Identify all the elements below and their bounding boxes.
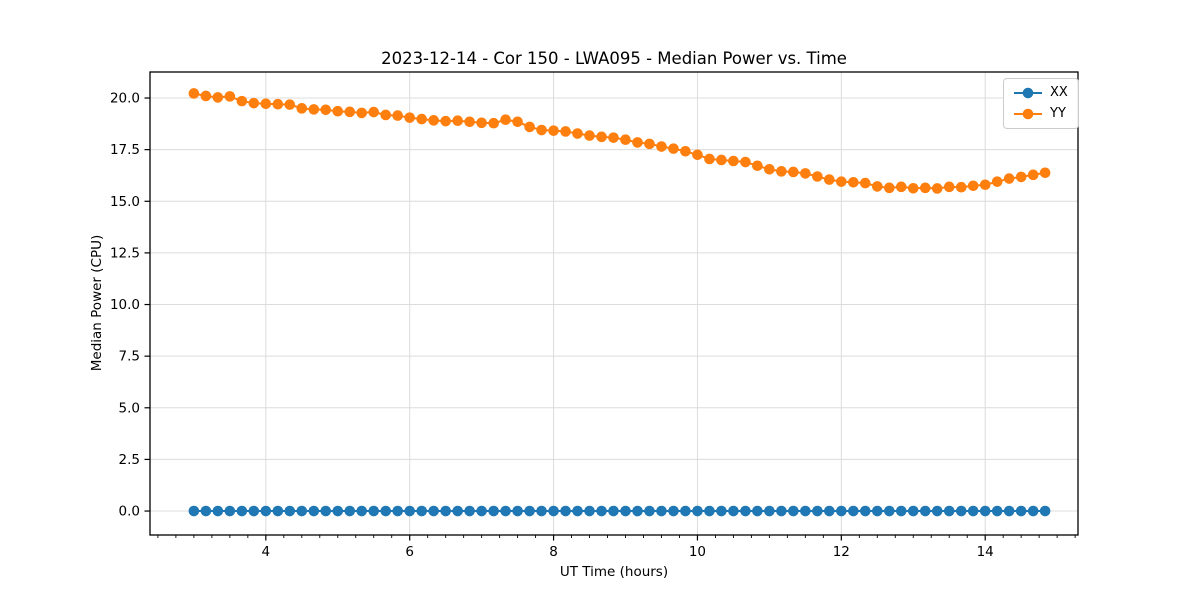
legend-item-xx: XX [1013, 84, 1068, 102]
legend-label-xx: XX [1050, 85, 1068, 100]
svg-text:5.0: 5.0 [119, 400, 140, 416]
svg-text:0.0: 0.0 [119, 504, 140, 520]
svg-text:6: 6 [405, 544, 414, 560]
svg-text:12.5: 12.5 [110, 245, 140, 261]
svg-text:20.0: 20.0 [110, 91, 140, 107]
legend: XX YY [1003, 78, 1079, 129]
legend-marker-xx-icon [1014, 87, 1042, 99]
svg-text:8: 8 [549, 544, 558, 560]
svg-text:4: 4 [262, 544, 271, 560]
legend-item-yy: YY [1013, 105, 1068, 123]
svg-text:7.5: 7.5 [119, 349, 140, 365]
svg-text:15.0: 15.0 [110, 194, 140, 210]
legend-label-yy: YY [1050, 106, 1066, 121]
svg-text:17.5: 17.5 [110, 142, 140, 158]
x-axis-label: UT Time (hours) [559, 564, 669, 580]
svg-text:12: 12 [833, 544, 850, 560]
svg-text:14: 14 [977, 544, 994, 560]
y-axis-label: Median Power (CPU) [89, 234, 105, 372]
svg-text:2.5: 2.5 [119, 452, 140, 468]
svg-text:10.0: 10.0 [110, 297, 140, 313]
svg-text:10: 10 [689, 544, 706, 560]
chart-title: 2023-12-14 - Cor 150 - LWA095 - Median P… [381, 49, 847, 68]
legend-marker-yy-icon [1014, 108, 1042, 120]
